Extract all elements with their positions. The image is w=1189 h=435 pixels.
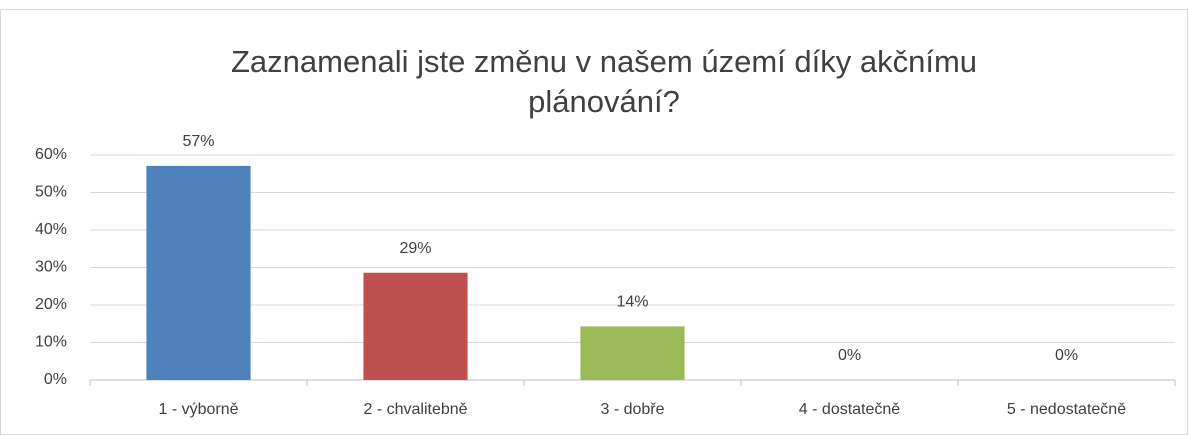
bar — [363, 272, 468, 380]
data-label: 0% — [838, 347, 861, 364]
y-tick-label: 10% — [35, 334, 67, 351]
y-tick-label: 50% — [35, 184, 67, 201]
data-label: 0% — [1055, 347, 1078, 364]
y-tick-label: 40% — [35, 221, 67, 238]
bar — [146, 165, 251, 380]
x-tick-label: 5 - nedostatečně — [1007, 401, 1126, 418]
y-tick-label: 20% — [35, 296, 67, 313]
y-tick-label: 60% — [35, 146, 67, 163]
x-tick-label: 3 - dobře — [600, 401, 664, 418]
data-label: 14% — [616, 294, 648, 311]
bar — [580, 326, 685, 380]
chart-title: Zaznamenali jste změnu v našem území dík… — [230, 44, 978, 119]
y-tick-label: 0% — [44, 371, 67, 388]
data-label: 57% — [182, 133, 214, 150]
data-label: 29% — [399, 240, 431, 257]
x-tick-label: 1 - výborně — [158, 401, 238, 418]
y-tick-label: 30% — [35, 259, 67, 276]
x-tick-label: 4 - dostatečně — [799, 401, 901, 418]
x-tick-label: 2 - chvalitebně — [363, 401, 467, 418]
